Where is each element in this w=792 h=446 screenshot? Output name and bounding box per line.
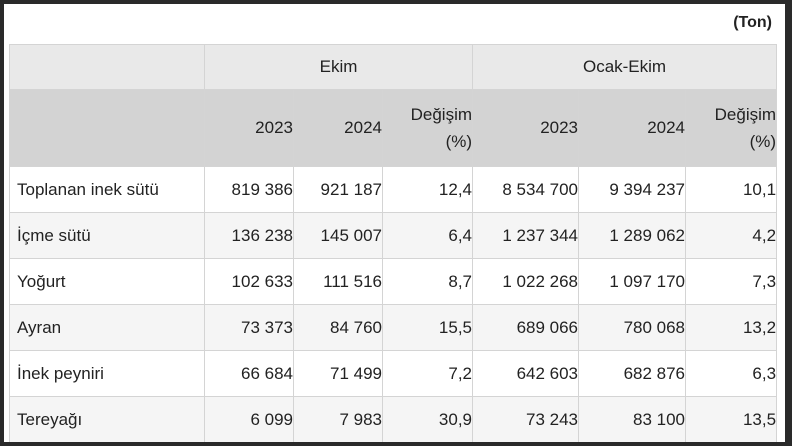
- cell-oe-2024: 1 097 170: [578, 258, 687, 305]
- cell-ekim-change: 6,4: [381, 212, 474, 259]
- change-unit: (%): [445, 132, 473, 151]
- header-ekim-2023: 2023: [204, 89, 294, 167]
- header-ekim-change: Değişim (%): [381, 89, 474, 167]
- cell-oe-2024: 1 289 062: [578, 212, 687, 259]
- header-oe-change: Değişim (%): [685, 89, 778, 167]
- row-label: Tereyağı: [9, 396, 205, 442]
- cell-ekim-2023: 819 386: [204, 166, 294, 213]
- cell-ekim-2024: 111 516: [293, 258, 383, 305]
- cell-ekim-change: 7,2: [381, 350, 474, 397]
- sub-header-row: 2023 2024 Değişim (%) 2023 2024 Değişim …: [9, 89, 778, 167]
- empty-corner-cell: [9, 44, 205, 90]
- cell-ekim-2024: 71 499: [293, 350, 383, 397]
- header-oe-2023: 2023: [472, 89, 580, 167]
- change-label: Değişim: [714, 104, 777, 124]
- header-ekim-2024: 2024: [293, 89, 383, 167]
- cell-oe-2024: 780 068: [578, 304, 687, 351]
- cell-ekim-2023: 136 238: [204, 212, 294, 259]
- cell-oe-2023: 8 534 700: [472, 166, 580, 213]
- cell-ekim-2023: 73 373: [204, 304, 294, 351]
- change-label: Değişim: [410, 104, 473, 124]
- cell-oe-2024: 9 394 237: [578, 166, 687, 213]
- cell-oe-2024: 83 100: [578, 396, 687, 442]
- cell-ekim-2024: 7 983: [293, 396, 383, 442]
- cell-oe-2023: 1 237 344: [472, 212, 580, 259]
- group-header-ekim: Ekim: [203, 44, 474, 90]
- group-header-ocak-ekim: Ocak-Ekim: [472, 44, 778, 90]
- cell-oe-2023: 1 022 268: [472, 258, 580, 305]
- table-row: Yoğurt 102 633 111 516 8,7 1 022 268 1 0…: [9, 258, 778, 305]
- unit-label: (Ton): [733, 14, 772, 31]
- group-header-row: Ekim Ocak-Ekim: [9, 44, 778, 90]
- table-row: İnek peyniri 66 684 71 499 7,2 642 603 6…: [9, 350, 778, 397]
- cell-ekim-2024: 921 187: [293, 166, 383, 213]
- cell-oe-change: 10,1: [685, 166, 778, 213]
- row-label: İçme sütü: [9, 212, 205, 259]
- cell-oe-change: 13,5: [685, 396, 778, 442]
- cell-ekim-change: 12,4: [381, 166, 474, 213]
- cell-ekim-change: 30,9: [381, 396, 474, 442]
- table-row: Tereyağı 6 099 7 983 30,9 73 243 83 100 …: [9, 396, 778, 442]
- cell-oe-change: 4,2: [685, 212, 778, 259]
- cell-oe-2023: 689 066: [472, 304, 580, 351]
- cell-ekim-change: 15,5: [381, 304, 474, 351]
- cell-oe-change: 6,3: [685, 350, 778, 397]
- table-row: Ayran 73 373 84 760 15,5 689 066 780 068…: [9, 304, 778, 351]
- data-table: Ekim Ocak-Ekim 2023 2024 Değişim (%) 202…: [9, 44, 778, 442]
- table-panel: (Ton) Ekim Ocak-Ekim 2023 2024 Değişim: [4, 4, 785, 442]
- cell-oe-2023: 73 243: [472, 396, 580, 442]
- table-row: İçme sütü 136 238 145 007 6,4 1 237 344 …: [9, 212, 778, 259]
- header-oe-2024: 2024: [578, 89, 687, 167]
- row-label: Toplanan inek sütü: [9, 166, 205, 213]
- cell-ekim-2023: 6 099: [204, 396, 294, 442]
- empty-label-header: [9, 89, 205, 167]
- change-unit: (%): [749, 132, 777, 151]
- cell-oe-2023: 642 603: [472, 350, 580, 397]
- table-row: Toplanan inek sütü 819 386 921 187 12,4 …: [9, 166, 778, 213]
- cell-oe-change: 13,2: [685, 304, 778, 351]
- row-label: İnek peyniri: [9, 350, 205, 397]
- cell-ekim-2024: 84 760: [293, 304, 383, 351]
- row-label: Yoğurt: [9, 258, 205, 305]
- cell-ekim-2023: 102 633: [204, 258, 294, 305]
- row-label: Ayran: [9, 304, 205, 351]
- cell-oe-change: 7,3: [685, 258, 778, 305]
- cell-ekim-change: 8,7: [381, 258, 474, 305]
- cell-oe-2024: 682 876: [578, 350, 687, 397]
- cell-ekim-2023: 66 684: [204, 350, 294, 397]
- cell-ekim-2024: 145 007: [293, 212, 383, 259]
